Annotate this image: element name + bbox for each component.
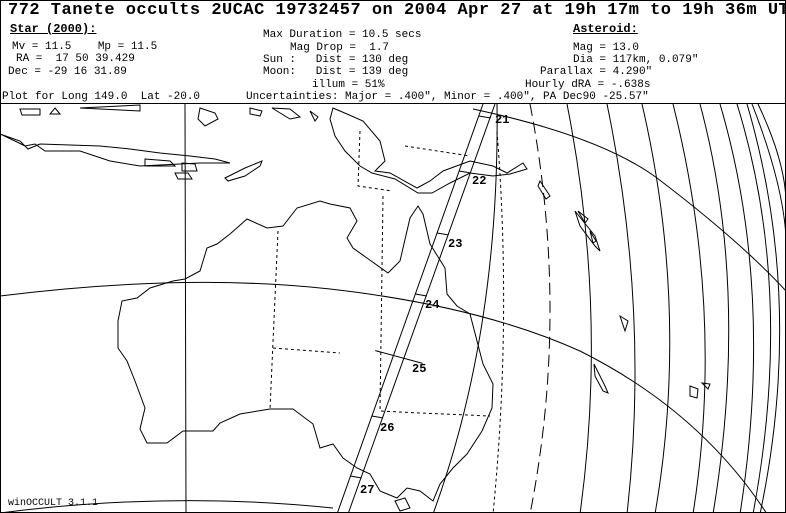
- star-ra: RA = 17 50 39.429: [16, 53, 135, 65]
- time-label: 24: [425, 298, 439, 312]
- australia-coastline: [117, 200, 494, 502]
- moon-illumination: illum = 51%: [312, 79, 385, 91]
- moon-distance: Moon: Dist = 139 deg: [263, 66, 409, 78]
- vanuatu: [574, 210, 629, 333]
- state-borders: [269, 130, 491, 417]
- timor-coastline: [224, 160, 263, 182]
- time-tick: [371, 415, 384, 419]
- time-tick: [350, 475, 362, 479]
- coastlines: [0, 104, 711, 512]
- time-label: 27: [360, 483, 374, 497]
- asteroid-mag: Mag = 13.0: [573, 42, 640, 54]
- software-version: winOCCULT 3.1.1: [8, 498, 99, 509]
- max-duration: Max Duration = 10.5 secs: [263, 29, 422, 41]
- asteroid-heading: Asteroid:: [573, 22, 638, 36]
- time-label: 26: [380, 421, 394, 435]
- mag-drop: Mag Drop = 1.7: [290, 42, 390, 54]
- star-dec: Dec = -29 16 31.89: [8, 66, 127, 78]
- time-ticks: [350, 115, 491, 479]
- time-label: 21: [495, 113, 509, 127]
- new-caledonia: [593, 363, 609, 394]
- time-tick: [375, 350, 423, 364]
- uncertainty-limit: [529, 103, 551, 513]
- meridian-line: [184, 103, 187, 513]
- star-heading: Star (2000):: [10, 22, 97, 36]
- solomon-islands: [537, 179, 597, 244]
- shadow-path: [336, 103, 551, 513]
- uncertainty-limit: [492, 130, 505, 513]
- path-south-limit-a: [336, 103, 484, 513]
- time-label: 23: [448, 237, 462, 251]
- map-area: 21 22 23 24 25 26 27: [0, 103, 786, 513]
- tasmania-coastline: [394, 497, 411, 512]
- chart-title: 772 Tanete occults 2UCAC 19732457 on 200…: [8, 1, 786, 20]
- fiji-islands: [689, 382, 711, 399]
- time-tick: [478, 115, 491, 119]
- sun-distance: Sun : Dist = 130 deg: [263, 54, 409, 66]
- time-label: 22: [472, 174, 486, 188]
- asteroid-hourly-dra: Hourly dRA = -.638s: [525, 79, 651, 91]
- uncertainties: Uncertainties: Major = .400", Minor = .4…: [246, 91, 649, 103]
- plot-location: Plot for Long 149.0 Lat -20.0: [2, 91, 201, 103]
- asteroid-parallax: Parallax = 4.290": [540, 66, 653, 78]
- time-tick: [436, 232, 449, 236]
- asteroid-diameter: Dia = 117km, 0.079": [573, 54, 699, 66]
- new-guinea-coastline: [329, 107, 528, 194]
- grid-lines: [0, 103, 786, 513]
- time-tick: [415, 293, 427, 297]
- time-labels: 21 22 23 24 25 26 27: [360, 113, 509, 497]
- latitude-line: [472, 108, 786, 292]
- time-label: 25: [412, 362, 426, 376]
- path-north-limit: [432, 103, 498, 513]
- path-south-limit-b: [347, 103, 496, 513]
- star-magnitudes: Mv = 11.5 Mp = 11.5: [12, 41, 158, 53]
- latitude-line: [0, 500, 334, 513]
- time-tick: [459, 170, 472, 174]
- latitude-line: [0, 281, 767, 513]
- java-coastline: [0, 133, 231, 167]
